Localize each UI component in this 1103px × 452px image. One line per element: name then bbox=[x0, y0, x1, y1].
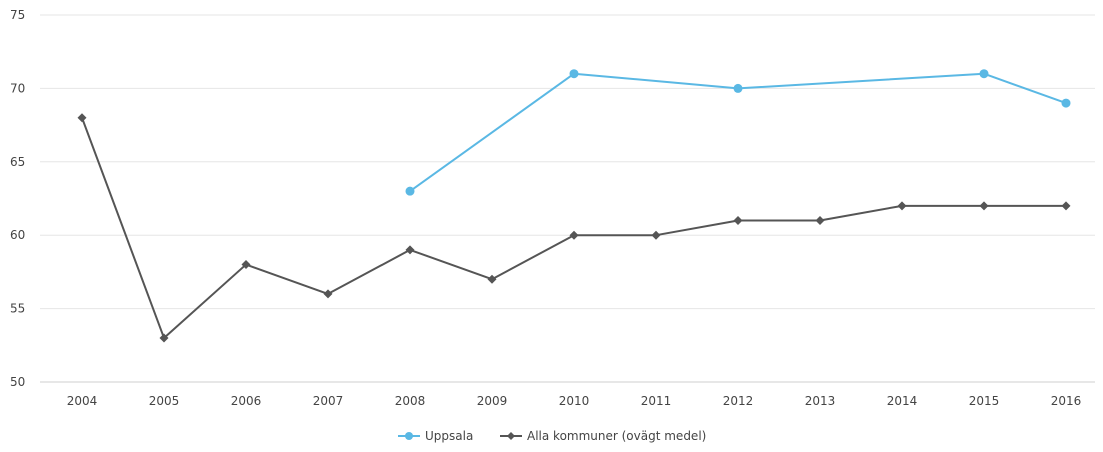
x-tick-label: 2007 bbox=[313, 394, 344, 408]
series-lines bbox=[77, 69, 1071, 343]
legend-label: Uppsala bbox=[425, 429, 473, 443]
axes: 50 55 60 65 70 75 2004 2005 2006 2007 2008 2009 2010… bbox=[10, 8, 1081, 408]
data-point bbox=[487, 274, 497, 284]
y-tick-label: 50 bbox=[10, 375, 25, 389]
data-point bbox=[1061, 98, 1071, 108]
data-point bbox=[897, 201, 907, 211]
y-tick-label: 75 bbox=[10, 8, 25, 22]
series-1 bbox=[405, 69, 1071, 196]
legend-item: Alla kommuner (ovägt medel) bbox=[500, 429, 706, 443]
legend-marker bbox=[405, 432, 413, 440]
legend: Uppsala Alla kommuner (ovägt medel) bbox=[398, 429, 706, 443]
data-point bbox=[815, 216, 825, 226]
gridlines bbox=[40, 14, 1095, 383]
data-point bbox=[979, 201, 989, 211]
y-tick-label: 65 bbox=[10, 155, 25, 169]
series-2 bbox=[77, 113, 1071, 343]
data-point bbox=[77, 113, 87, 123]
data-point bbox=[733, 216, 743, 226]
series-line bbox=[81, 117, 1066, 339]
data-point bbox=[651, 230, 661, 240]
data-point bbox=[1061, 201, 1071, 211]
legend-item: Uppsala bbox=[398, 429, 473, 443]
x-tick-label: 2010 bbox=[559, 394, 590, 408]
x-tick-label: 2004 bbox=[67, 394, 98, 408]
data-point bbox=[241, 260, 251, 270]
x-tick-label: 2014 bbox=[887, 394, 918, 408]
x-tick-label: 2011 bbox=[641, 394, 672, 408]
x-tick-label: 2016 bbox=[1051, 394, 1082, 408]
y-tick-label: 70 bbox=[10, 81, 25, 95]
x-tick-label: 2015 bbox=[969, 394, 1000, 408]
data-point bbox=[979, 69, 989, 79]
x-tick-label: 2006 bbox=[231, 394, 262, 408]
data-point bbox=[159, 333, 169, 343]
y-tick-label: 55 bbox=[10, 302, 25, 316]
data-point bbox=[405, 186, 415, 196]
x-tick-label: 2013 bbox=[805, 394, 836, 408]
data-point bbox=[323, 289, 333, 299]
x-tick-label: 2009 bbox=[477, 394, 508, 408]
x-tick-label: 2005 bbox=[149, 394, 180, 408]
data-point bbox=[405, 245, 415, 255]
data-point bbox=[569, 230, 579, 240]
x-tick-label: 2008 bbox=[395, 394, 426, 408]
data-point bbox=[569, 69, 579, 79]
y-tick-label: 60 bbox=[10, 228, 25, 242]
data-point bbox=[733, 83, 743, 93]
legend-label: Alla kommuner (ovägt medel) bbox=[527, 429, 706, 443]
legend-marker bbox=[507, 432, 515, 440]
x-tick-label: 2012 bbox=[723, 394, 754, 408]
